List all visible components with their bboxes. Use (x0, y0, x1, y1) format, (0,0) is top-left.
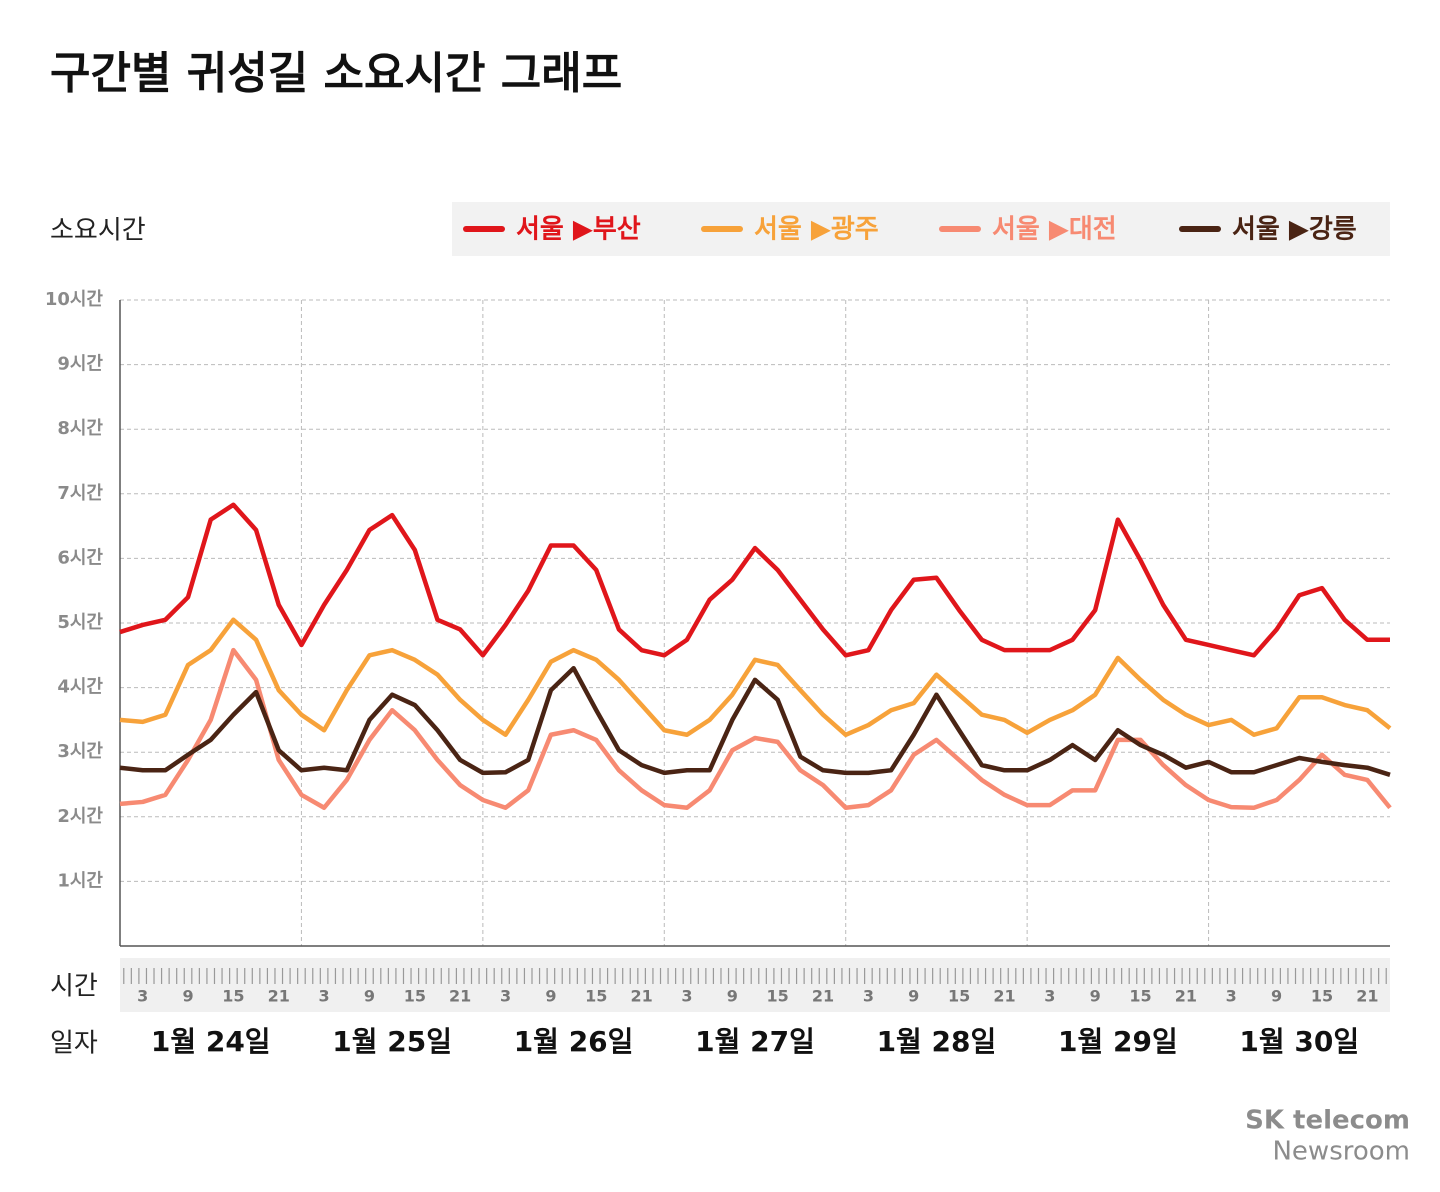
x-tick-label: 15 (1311, 987, 1333, 1006)
y-tick-label: 9시간 (57, 354, 103, 375)
hour-axis-title: 시간 (50, 972, 98, 1002)
x-tick-label: 15 (948, 987, 970, 1006)
legend-label: 서울 ▶광주 (754, 215, 879, 245)
x-tick-label: 3 (1044, 987, 1055, 1006)
y-tick-label: 1시간 (57, 870, 103, 891)
series-line (119, 502, 1390, 658)
y-tick-label: 4시간 (57, 677, 103, 698)
x-tick-label: 21 (268, 987, 290, 1006)
x-tick-label: 9 (182, 987, 193, 1006)
x-tick-label: 21 (630, 987, 652, 1006)
y-tick-label: 2시간 (57, 806, 103, 827)
day-label: 1월 29일 (1058, 1025, 1178, 1058)
y-axis-title: 소요시간 (50, 216, 146, 246)
legend-box (452, 202, 1390, 256)
brand: SK telecom (1245, 1106, 1410, 1136)
x-tick-label: 9 (727, 987, 738, 1006)
x-tick-label: 15 (767, 987, 789, 1006)
x-tick-label: 21 (449, 987, 471, 1006)
hour-tick-pattern (123, 968, 1387, 984)
x-tick-label: 21 (1175, 987, 1197, 1006)
x-tick-label: 15 (585, 987, 607, 1006)
day-label: 1월 30일 (1239, 1025, 1359, 1058)
x-tick-label: 15 (222, 987, 244, 1006)
x-tick-label: 9 (364, 987, 375, 1006)
y-tick-label: 10시간 (45, 289, 104, 310)
x-tick-label: 9 (1090, 987, 1101, 1006)
legend-label: 서울 ▶부산 (516, 215, 641, 245)
y-tick-label: 6시간 (57, 547, 103, 568)
x-tick-label: 3 (681, 987, 692, 1006)
y-tick-label: 8시간 (57, 418, 103, 439)
x-tick-label: 3 (500, 987, 511, 1006)
day-label: 1월 24일 (151, 1025, 271, 1058)
legend-label: 서울 ▶강릉 (1232, 215, 1357, 245)
day-label: 1월 28일 (877, 1025, 997, 1058)
y-tick-label: 3시간 (57, 741, 103, 762)
y-tick-label: 7시간 (57, 483, 103, 504)
x-tick-label: 9 (545, 987, 556, 1006)
x-tick-label: 21 (812, 987, 834, 1006)
x-tick-label: 21 (1356, 987, 1378, 1006)
chart-title: 구간별 귀성길 소요시간 그래프 (50, 48, 622, 99)
legend-label: 서울 ▶대전 (992, 215, 1117, 245)
x-tick-label: 9 (1271, 987, 1282, 1006)
x-tick-label: 3 (863, 987, 874, 1006)
hour-band (120, 958, 1390, 1012)
series-line (119, 617, 1392, 738)
brand: Newsroom (1272, 1137, 1410, 1167)
x-tick-label: 9 (908, 987, 919, 1006)
x-tick-label: 3 (137, 987, 148, 1006)
x-tick-label: 3 (1226, 987, 1237, 1006)
x-tick-label: 21 (993, 987, 1015, 1006)
x-tick-label: 15 (1129, 987, 1151, 1006)
y-tick-label: 5시간 (57, 612, 103, 633)
day-label: 1월 25일 (332, 1025, 452, 1058)
day-label: 1월 27일 (695, 1025, 815, 1058)
series-line (119, 647, 1392, 811)
x-tick-label: 15 (404, 987, 426, 1006)
day-label: 1월 26일 (514, 1025, 634, 1058)
series-line (119, 665, 1391, 777)
x-tick-label: 3 (319, 987, 330, 1006)
day-axis-title: 일자 (50, 1029, 98, 1059)
